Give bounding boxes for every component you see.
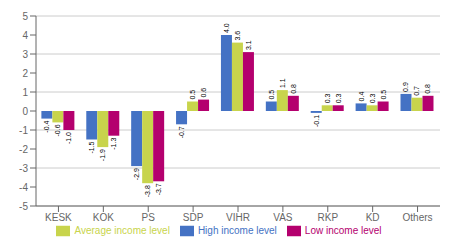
svg-text:SDP: SDP: [183, 212, 204, 223]
svg-text:4: 4: [22, 30, 28, 41]
svg-text:0.8: 0.8: [424, 84, 431, 94]
html-text:Average income level: Average income level: [74, 224, 170, 236]
svg-text:-0.6: -0.6: [54, 124, 61, 136]
svg-text:VAS: VAS: [273, 212, 293, 223]
svg-text:5: 5: [22, 11, 28, 22]
svg-text:0.3: 0.3: [324, 93, 331, 103]
svg-text:0.3: 0.3: [335, 93, 342, 103]
svg-text:0.5: 0.5: [268, 90, 275, 100]
svg-text:1: 1: [22, 87, 28, 98]
svg-text:KESK: KESK: [45, 212, 72, 223]
svg-text:-2.9: -2.9: [133, 168, 140, 180]
svg-text:-1.3: -1.3: [110, 138, 117, 150]
svg-text:0.5: 0.5: [189, 90, 196, 100]
svg-text:VIHR: VIHR: [226, 212, 250, 223]
svg-text:1.1: 1.1: [279, 78, 286, 88]
svg-text:RKP: RKP: [317, 212, 338, 223]
html-text:High income level: High income level: [197, 224, 277, 236]
svg-text:0.9: 0.9: [402, 82, 409, 92]
svg-text:3.1: 3.1: [245, 40, 252, 50]
svg-text:3.6: 3.6: [234, 31, 241, 41]
svg-text:-1.9: -1.9: [99, 149, 106, 161]
svg-text:0.8: 0.8: [290, 84, 297, 94]
svg-text:0.7: 0.7: [413, 86, 420, 96]
svg-text:PS: PS: [142, 212, 156, 223]
svg-text:-1.5: -1.5: [88, 141, 95, 153]
svg-text:-0.1: -0.1: [313, 115, 320, 127]
svg-text:-3.8: -3.8: [144, 185, 151, 197]
svg-text:-1: -1: [19, 125, 28, 136]
svg-text:KD: KD: [366, 212, 380, 223]
svg-text:0.3: 0.3: [369, 93, 376, 103]
svg-text:-1.0: -1.0: [65, 132, 72, 144]
svg-text:-0.7: -0.7: [178, 126, 185, 138]
svg-text:-2: -2: [19, 144, 28, 155]
html-text:Low income level: Low income level: [304, 224, 382, 236]
svg-text:-3: -3: [19, 163, 28, 174]
svg-text:-3.7: -3.7: [155, 183, 162, 195]
svg-text:2: 2: [22, 68, 28, 79]
svg-text:Others: Others: [403, 212, 433, 223]
svg-text:-5: -5: [19, 201, 28, 212]
svg-text:KOK: KOK: [93, 212, 114, 223]
svg-text:4.0: 4.0: [223, 23, 230, 33]
svg-text:-4: -4: [19, 182, 28, 193]
svg-text:0.4: 0.4: [358, 92, 365, 102]
svg-text:-0.4: -0.4: [43, 120, 50, 132]
svg-text:3: 3: [22, 49, 28, 60]
svg-text:0.6: 0.6: [200, 88, 207, 98]
svg-text:0.5: 0.5: [380, 90, 387, 100]
svg-text:0: 0: [22, 106, 28, 117]
